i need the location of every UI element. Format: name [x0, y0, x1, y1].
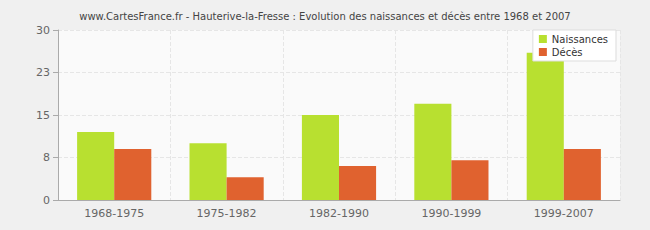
svg-text:1990-1999: 1990-1999 [421, 207, 481, 220]
svg-text:Décès: Décès [552, 47, 583, 58]
svg-text:1999-2007: 1999-2007 [534, 207, 594, 220]
svg-text:1982-1990: 1982-1990 [309, 207, 369, 220]
svg-text:0: 0 [43, 194, 50, 207]
svg-text:Naissances: Naissances [552, 34, 608, 45]
svg-text:www.CartesFrance.fr - Hauteriv: www.CartesFrance.fr - Hauterive-la-Fress… [79, 11, 570, 22]
svg-text:8: 8 [43, 151, 50, 164]
svg-text:1968-1975: 1968-1975 [84, 207, 144, 220]
svg-text:23: 23 [36, 66, 50, 79]
svg-text:15: 15 [36, 109, 50, 122]
svg-text:1975-1982: 1975-1982 [197, 207, 257, 220]
svg-text:30: 30 [36, 24, 50, 37]
